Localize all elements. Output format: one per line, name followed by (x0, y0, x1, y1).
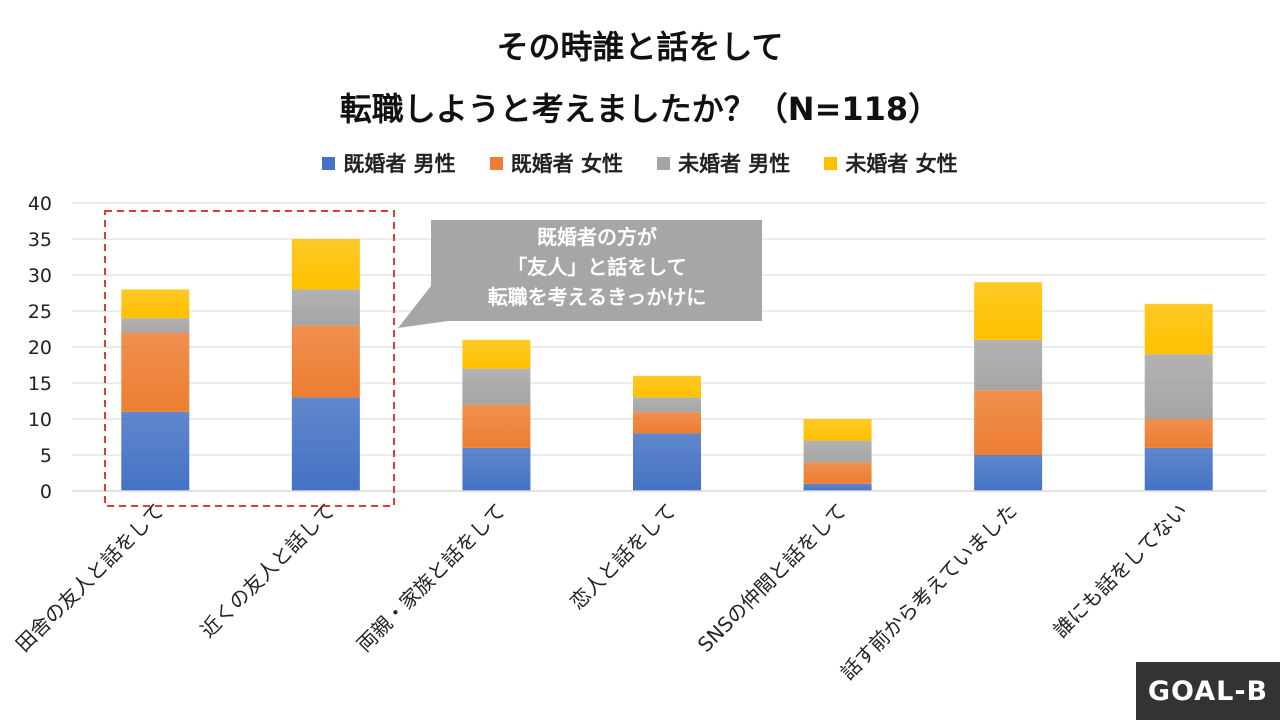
y-tick-label: 5 (40, 445, 52, 467)
legend-swatch-married-male (322, 156, 336, 170)
chart-legend: 既婚者 男性 既婚者 女性 未婚者 男性 未婚者 女性 (0, 148, 1280, 178)
bar-single-female-2 (462, 339, 531, 369)
bar-married-male-0 (121, 411, 190, 491)
goal-b-logo: GOAL-B (1136, 662, 1280, 720)
x-category-label: 誰にも話をしてない (1048, 499, 1192, 643)
bar-single-male-2 (462, 368, 531, 405)
x-category-label: 両親・家族と話をして (352, 499, 510, 657)
y-tick-label: 15 (28, 373, 52, 395)
bar-single-male-5 (974, 339, 1043, 391)
bar-single-female-4 (803, 419, 872, 441)
bar-married-male-4 (803, 483, 872, 491)
y-tick-label: 10 (28, 409, 52, 431)
bar-married-female-0 (121, 332, 190, 412)
bar-single-male-6 (1144, 354, 1213, 419)
bar-married-female-4 (803, 462, 872, 484)
legend-swatch-single-female (824, 156, 838, 170)
bar-married-female-2 (462, 404, 531, 448)
bar-married-female-6 (1144, 419, 1213, 448)
legend-label-single-male: 未婚者 男性 (678, 152, 791, 176)
x-category-label: 話す前から考えていました (836, 499, 1022, 685)
callout-bubble (398, 220, 762, 328)
y-tick-label: 25 (28, 301, 52, 323)
x-category-label: 田舎の友人と話をして (11, 499, 169, 657)
legend-item-married-female: 既婚者 女性 (489, 148, 623, 178)
bar-single-female-0 (121, 289, 190, 319)
bar-single-female-6 (1144, 303, 1213, 355)
legend-label-single-female: 未婚者 女性 (845, 152, 958, 176)
bar-married-female-1 (291, 325, 360, 398)
bar-single-female-1 (291, 239, 360, 290)
bar-single-male-1 (291, 289, 360, 326)
bar-married-male-1 (291, 397, 360, 491)
legend-swatch-single-male (657, 156, 670, 170)
bar-single-female-3 (633, 375, 701, 398)
bar-married-male-2 (462, 447, 531, 491)
callout-line-2: 「友人」と話をして (507, 255, 687, 279)
y-tick-label: 0 (40, 481, 52, 503)
bar-single-male-3 (633, 397, 701, 412)
callout-text: 既婚者の方が 「友人」と話をして 転職を考えるきっかけに (432, 222, 762, 312)
y-tick-label: 35 (28, 229, 52, 251)
y-tick-label: 30 (28, 265, 52, 287)
y-tick-label: 40 (28, 193, 52, 215)
bar-married-female-3 (633, 411, 701, 434)
bar-single-male-0 (121, 318, 190, 333)
x-category-label: 恋人と話をして (565, 499, 681, 615)
legend-swatch-married-female (489, 156, 503, 170)
x-category-label: SNSの仲間と話をして (693, 499, 851, 657)
bar-single-female-5 (974, 282, 1043, 340)
callout-line-1: 既婚者の方が (537, 225, 657, 249)
legend-item-single-female: 未婚者 女性 (824, 148, 958, 178)
legend-label-married-male: 既婚者 男性 (343, 152, 456, 176)
bar-married-female-5 (974, 390, 1043, 455)
legend-item-married-male: 既婚者 男性 (322, 148, 456, 178)
x-category-label: 近くの友人と話して (196, 499, 340, 643)
bar-married-male-3 (633, 433, 701, 491)
bar-single-male-4 (803, 440, 872, 463)
y-tick-label: 20 (28, 337, 52, 359)
chart-title-line-1: その時誰と話をして (496, 28, 784, 66)
bar-married-male-5 (974, 455, 1043, 491)
highlight-box (104, 210, 395, 507)
legend-label-married-female: 既婚者 女性 (510, 152, 623, 176)
bar-married-male-6 (1144, 447, 1213, 491)
chart-title-line-2: 転職しようと考えましたか？（N=118） (339, 90, 941, 128)
legend-item-single-male: 未婚者 男性 (657, 148, 790, 178)
callout-line-3: 転職を考えるきっかけに (487, 285, 707, 309)
